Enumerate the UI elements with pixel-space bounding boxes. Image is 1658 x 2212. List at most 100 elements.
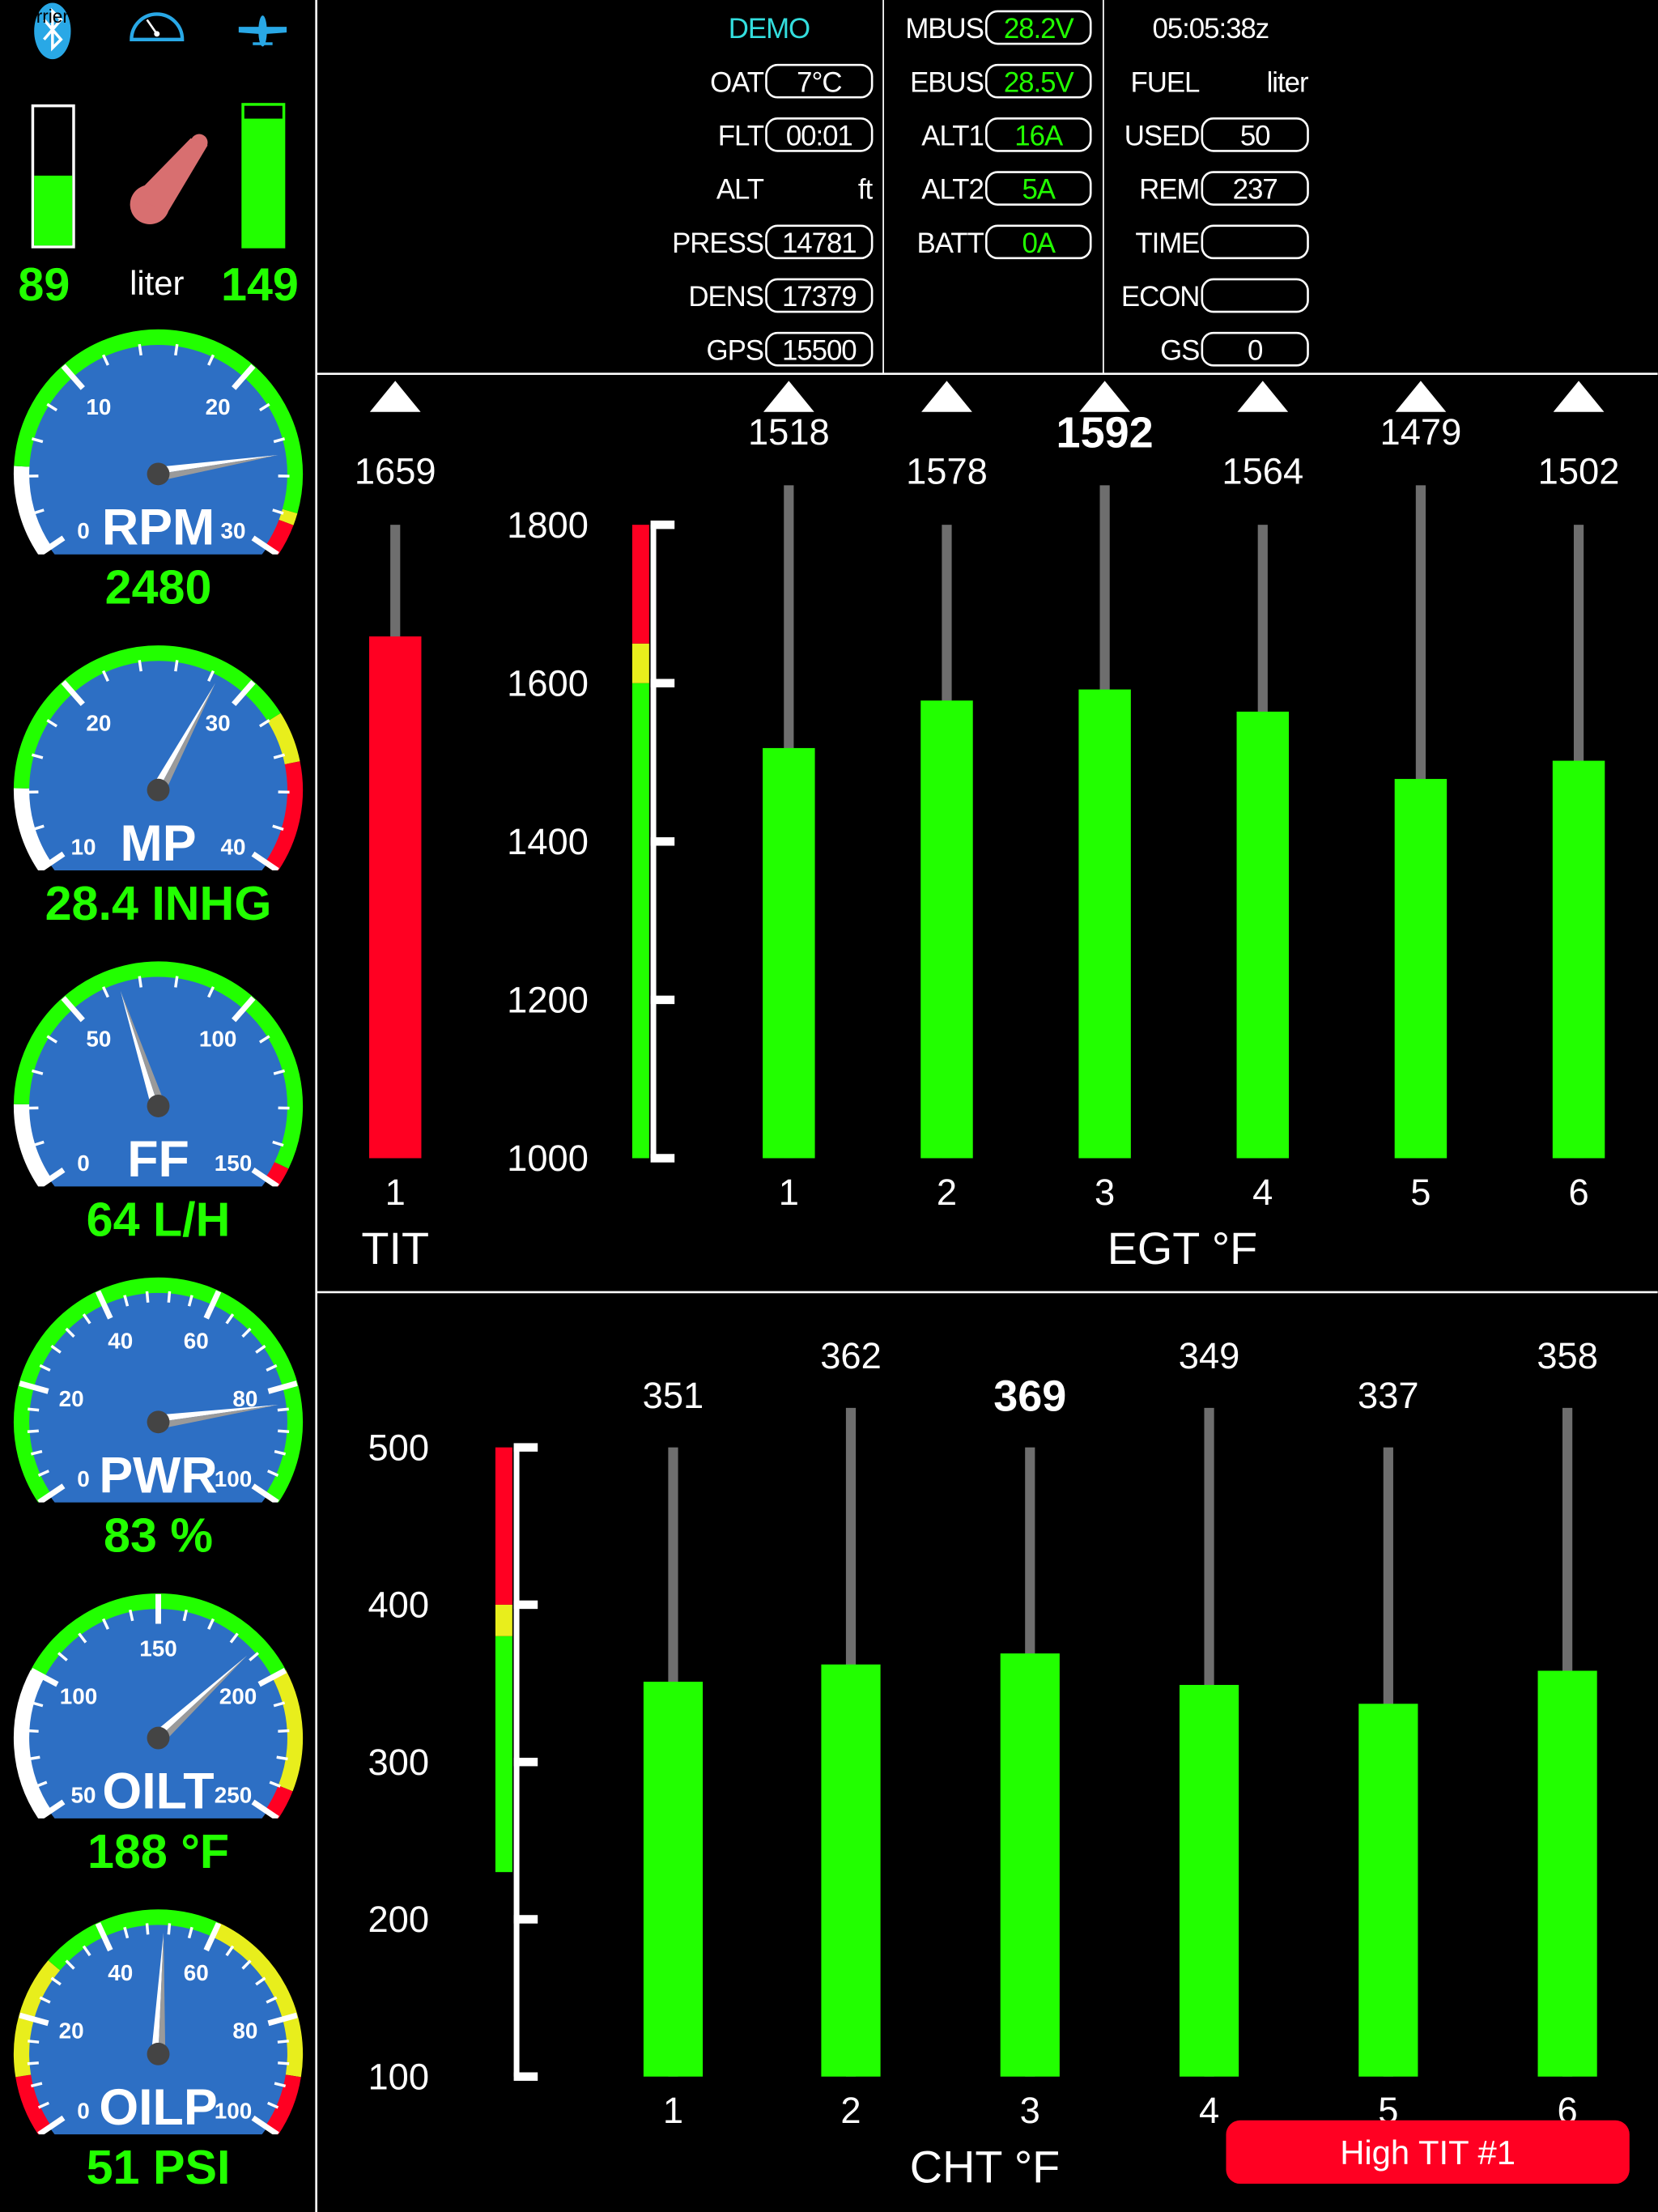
gauge-minor-tick xyxy=(187,1295,193,1307)
y-tick-label: 500 xyxy=(368,1427,429,1468)
peak-marker-icon xyxy=(1553,381,1605,412)
gauge-minor-tick xyxy=(273,1701,286,1708)
bar-column: 351 1 xyxy=(643,1375,704,2131)
gauge-minor-tick xyxy=(272,508,284,515)
gauge-minor-tick xyxy=(273,437,286,444)
bar-category-label: 1 xyxy=(779,1172,799,1213)
status-value-box xyxy=(984,10,1092,45)
y-tick-label: 100 xyxy=(368,2056,429,2097)
gauge-band-green xyxy=(13,1277,304,1503)
status-value: 28.5V xyxy=(1004,66,1075,98)
status-row-gs: GS 0 xyxy=(1160,331,1309,367)
gauge-minor-tick xyxy=(78,1632,87,1644)
scale-tick xyxy=(650,837,675,846)
gauge-band-green xyxy=(14,329,304,514)
gauges-view-button[interactable] xyxy=(130,12,185,41)
bar-category-label: 1 xyxy=(385,1172,406,1213)
gauge-minor-tick xyxy=(182,1609,189,1622)
status-value: 50 xyxy=(1240,120,1270,151)
gauge-major-tick xyxy=(37,1799,66,1819)
gauge-band-white xyxy=(13,466,52,555)
gauge-needle-pivot xyxy=(147,778,170,802)
bar-value-label: 1518 xyxy=(748,411,830,453)
gauge-major-tick xyxy=(232,996,256,1023)
gauge-needle-shade xyxy=(158,1405,278,1429)
status-unit: ft xyxy=(858,174,874,206)
gauge-minor-tick xyxy=(274,2082,287,2088)
gauge-scale-label: 0 xyxy=(77,1466,90,1491)
bar-column: 1659 1 xyxy=(355,381,436,1213)
alert-button[interactable]: High TIT #1 xyxy=(1226,2120,1630,2184)
aircraft-button[interactable] xyxy=(238,15,287,47)
status-row-batt: BATT 0A xyxy=(917,224,1092,260)
gauge-needle xyxy=(153,1655,248,1738)
gauge-minor-tick xyxy=(174,976,179,988)
status-value-box xyxy=(1201,224,1309,260)
gauge-major-tick xyxy=(37,535,66,555)
scale-tick xyxy=(513,2072,538,2081)
gauge-dial xyxy=(27,975,290,1187)
status-value: 237 xyxy=(1233,174,1278,206)
gauge-major-tick xyxy=(19,2012,49,2027)
gauge-minor-tick xyxy=(39,1996,51,2004)
bar xyxy=(1537,1670,1597,2077)
status-row-ebus: EBUS 28.5V xyxy=(910,63,1092,99)
gauge-band-yellow xyxy=(272,1670,304,1792)
bar-value-label: 1592 xyxy=(1056,408,1154,457)
bar-value-label: 369 xyxy=(993,1372,1066,1420)
gauge-band-yellow xyxy=(278,508,298,525)
status-label: FUEL xyxy=(1131,66,1201,98)
bar-value-label: 351 xyxy=(643,1375,704,1416)
gauge-major-tick xyxy=(267,1380,298,1394)
gauge-minor-tick xyxy=(28,1755,40,1761)
fuel-tank-left-outline xyxy=(31,104,75,249)
fuel-selector-pointer-icon xyxy=(130,134,208,225)
gauge-minor-tick xyxy=(57,1652,68,1661)
status-row-mbus: MBUS 28.2V xyxy=(905,10,1092,45)
gauge-minor-tick xyxy=(46,402,58,412)
tit-title: TIT xyxy=(361,1223,429,1274)
gauge-scale-label: 60 xyxy=(184,1329,209,1354)
bar xyxy=(1552,760,1605,1159)
gauge-minor-tick xyxy=(82,1313,91,1325)
y-tick-label: 1000 xyxy=(507,1138,589,1179)
gauge-needle-pivot xyxy=(147,2042,170,2065)
gauge-minor-tick xyxy=(123,1926,130,1939)
gauge-major-tick xyxy=(251,1168,279,1187)
status-label: PRESS xyxy=(672,228,763,259)
fuel-tank-right: 149 xyxy=(221,103,299,311)
zulu-time: 05:05:38z xyxy=(1153,13,1269,45)
alert-background xyxy=(1226,2120,1630,2184)
status-label: REM xyxy=(1139,174,1199,206)
demo-mode-indicator[interactable]: DEMO xyxy=(729,13,810,45)
gauge-minor-tick xyxy=(278,1729,290,1733)
gauge-minor-tick xyxy=(266,1363,278,1372)
status-value-box xyxy=(1201,171,1309,206)
gauge-readout: 28.4 INHG xyxy=(45,876,272,930)
status-label: EBUS xyxy=(910,66,984,98)
y-tick-label: 300 xyxy=(368,1742,429,1783)
gauge-minor-tick xyxy=(145,1923,150,1935)
status-row-flt: FLT 00:01 xyxy=(718,117,874,152)
gauge-minor-tick xyxy=(174,660,179,672)
status-row-gps: GPS 15500 xyxy=(707,331,874,367)
gauge-needle-pivot xyxy=(147,1095,170,1117)
bar-column: 1518 1 xyxy=(748,381,830,1213)
gauge-scale-label: 10 xyxy=(71,834,96,859)
gauge-minor-tick xyxy=(50,1976,62,1986)
scale-band-green xyxy=(631,683,649,1159)
gauge-minor-tick xyxy=(28,1407,40,1412)
bar-category-label: 4 xyxy=(1252,1172,1273,1213)
gauge-minor-tick xyxy=(255,1976,266,1986)
gauge-minor-tick xyxy=(229,1632,239,1644)
bluetooth-button[interactable]: rrier xyxy=(34,2,71,60)
gauge-scale-label: 10 xyxy=(86,394,111,419)
gauge-scale-label: 20 xyxy=(206,394,231,419)
gauge-scale-label: 80 xyxy=(232,1386,257,1411)
status-row-alt2: ALT2 5A xyxy=(921,171,1092,206)
gauge-major-tick xyxy=(19,1380,49,1394)
status-row-rem: REM 237 xyxy=(1139,171,1309,206)
